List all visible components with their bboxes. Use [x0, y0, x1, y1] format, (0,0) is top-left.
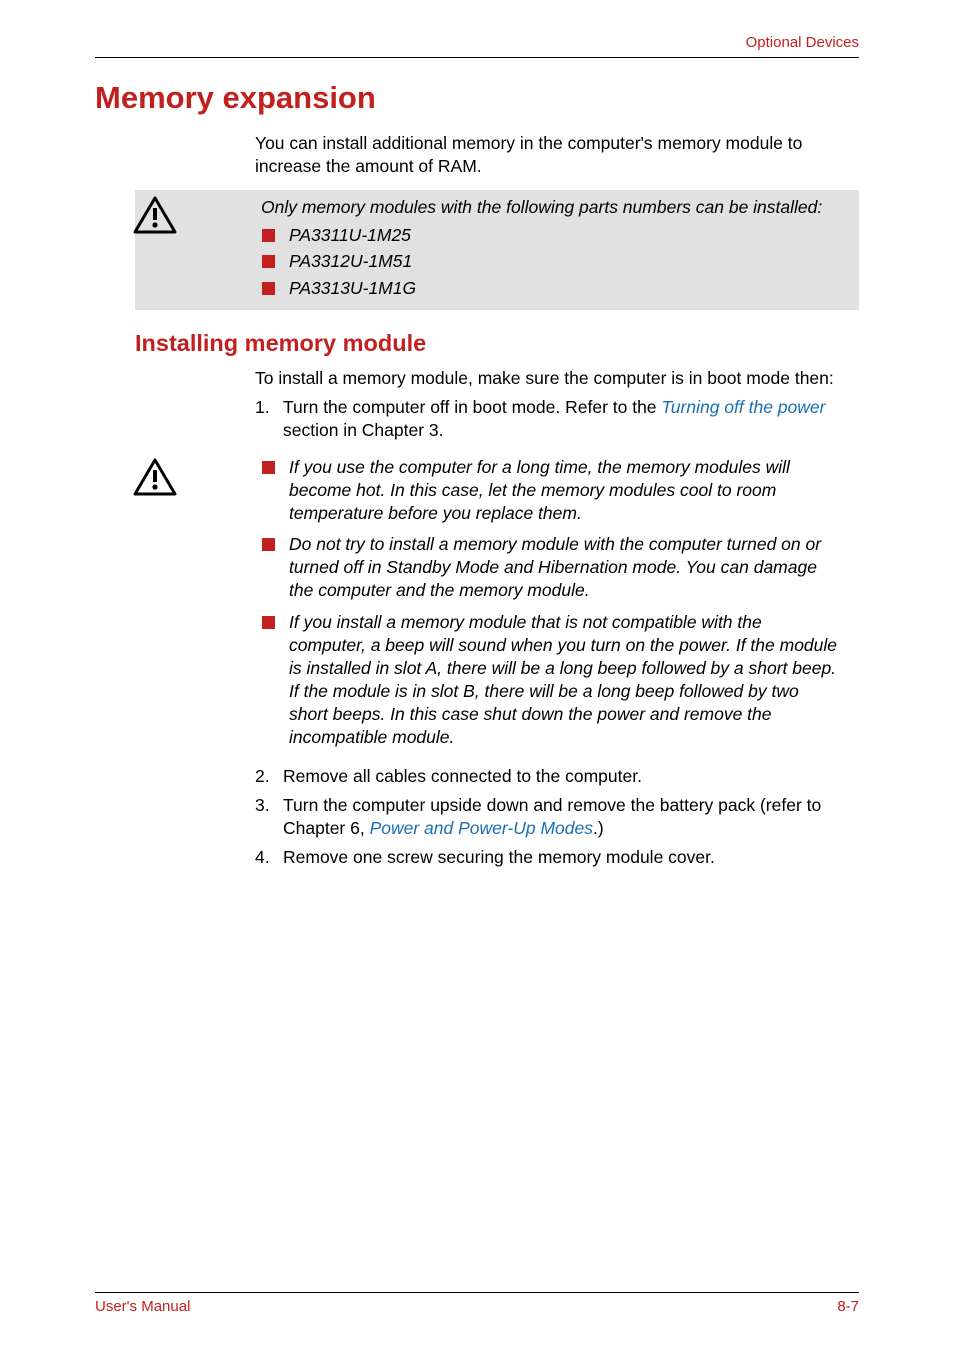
caution-text: If you install a memory module that is n… — [289, 612, 837, 747]
caution-box-parts: Only memory modules with the following p… — [135, 190, 859, 310]
page: Optional Devices Memory expansion You ca… — [0, 0, 954, 1349]
header-rule — [95, 57, 859, 58]
footer-manual-label: User's Manual — [95, 1298, 190, 1315]
step-number: 4. — [255, 846, 270, 869]
caution-content: If you use the computer for a long time,… — [261, 456, 841, 749]
step-text: Remove all cables connected to the compu… — [283, 766, 642, 786]
caution-content: Only memory modules with the following p… — [261, 196, 841, 301]
step-text: Remove one screw securing the memory mod… — [283, 847, 715, 867]
part-item: PA3312U-1M51 — [261, 250, 841, 274]
link-turning-off-power[interactable]: Turning off the power — [661, 397, 825, 417]
step-text-post: section in Chapter 3. — [283, 420, 444, 440]
steps-block-2: 2. Remove all cables connected to the co… — [255, 765, 859, 869]
step-3: 3. Turn the computer upside down and rem… — [255, 794, 859, 840]
step-4: 4. Remove one screw securing the memory … — [255, 846, 859, 869]
caution-lead-text: Only memory modules with the following p… — [261, 196, 841, 220]
step-2: 2. Remove all cables connected to the co… — [255, 765, 859, 788]
intro-block: You can install additional memory in the… — [255, 132, 859, 178]
footer-row: User's Manual 8-7 — [95, 1298, 859, 1315]
steps-list-2: 2. Remove all cables connected to the co… — [255, 765, 859, 869]
intro-paragraph: You can install additional memory in the… — [255, 132, 859, 178]
caution-text: If you use the computer for a long time,… — [289, 457, 790, 523]
part-label: PA3312U-1M51 — [289, 251, 412, 271]
caution-item: If you install a memory module that is n… — [261, 611, 841, 750]
footer-page-number: 8-7 — [837, 1298, 859, 1315]
step-text: Turn the computer off in boot mode. Refe… — [283, 397, 661, 417]
footer-rule — [95, 1292, 859, 1293]
caution-icon — [133, 458, 177, 496]
caution-icon — [133, 196, 177, 234]
part-item: PA3311U-1M25 — [261, 224, 841, 248]
step-text-post: .) — [593, 818, 604, 838]
part-label: PA3311U-1M25 — [289, 225, 411, 245]
install-intro-paragraph: To install a memory module, make sure th… — [255, 367, 859, 390]
step-1: 1. Turn the computer off in boot mode. R… — [255, 396, 859, 442]
part-label: PA3313U-1M1G — [289, 278, 416, 298]
caution-box-install: If you use the computer for a long time,… — [135, 456, 859, 749]
caution-list: If you use the computer for a long time,… — [261, 456, 841, 749]
parts-list: PA3311U-1M25 PA3312U-1M51 PA3313U-1M1G — [261, 224, 841, 301]
heading-memory-expansion: Memory expansion — [95, 80, 859, 116]
heading-installing-module: Installing memory module — [135, 330, 859, 357]
step-number: 3. — [255, 794, 270, 817]
caution-item: Do not try to install a memory module wi… — [261, 533, 841, 602]
header-section-title: Optional Devices — [746, 34, 859, 51]
part-item: PA3313U-1M1G — [261, 277, 841, 301]
step-number: 1. — [255, 396, 270, 419]
header-row: Optional Devices — [95, 34, 859, 51]
caution-text: Do not try to install a memory module wi… — [289, 534, 821, 600]
footer: User's Manual 8-7 — [95, 1292, 859, 1315]
steps-list-1: 1. Turn the computer off in boot mode. R… — [255, 396, 859, 442]
step-number: 2. — [255, 765, 270, 788]
caution-item: If you use the computer for a long time,… — [261, 456, 841, 525]
install-intro-block: To install a memory module, make sure th… — [255, 367, 859, 442]
link-power-modes[interactable]: Power and Power-Up Modes — [370, 818, 593, 838]
